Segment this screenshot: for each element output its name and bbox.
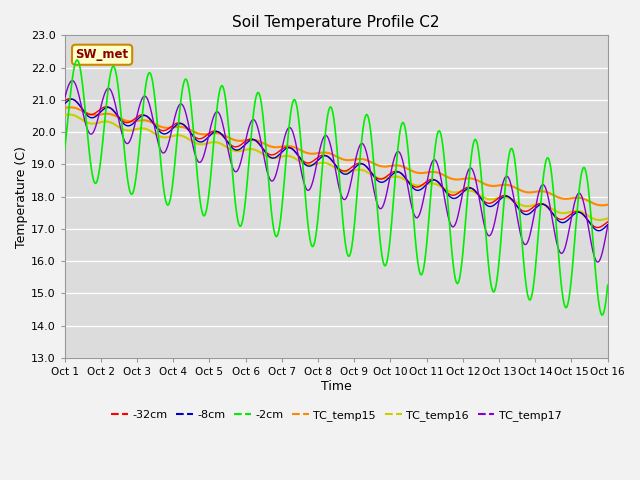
Title: Soil Temperature Profile C2: Soil Temperature Profile C2 — [232, 15, 440, 30]
Legend: -32cm, -8cm, -2cm, TC_temp15, TC_temp16, TC_temp17: -32cm, -8cm, -2cm, TC_temp15, TC_temp16,… — [106, 406, 566, 425]
Text: SW_met: SW_met — [76, 48, 129, 61]
Y-axis label: Temperature (C): Temperature (C) — [15, 146, 28, 248]
X-axis label: Time: Time — [321, 380, 351, 393]
